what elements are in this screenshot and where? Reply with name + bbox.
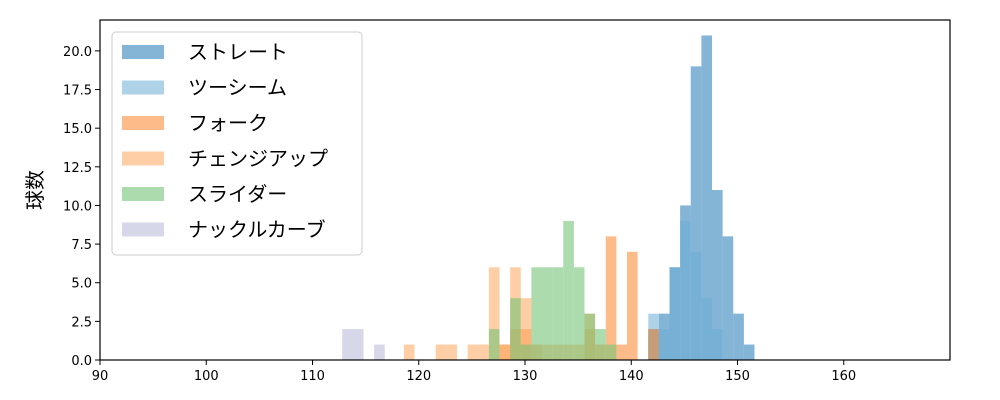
histogram-bar bbox=[488, 329, 500, 360]
histogram-bar bbox=[605, 344, 617, 360]
histogram-bar bbox=[712, 329, 723, 360]
histogram-bar bbox=[690, 66, 702, 360]
histogram-bar bbox=[435, 344, 447, 360]
legend-swatch bbox=[122, 151, 164, 166]
histogram-bar bbox=[520, 298, 532, 360]
histogram-bar bbox=[446, 344, 457, 360]
histogram-bar bbox=[680, 220, 691, 360]
histogram-bar bbox=[701, 35, 712, 361]
legend-label: ストレート bbox=[188, 40, 288, 64]
legend-swatch bbox=[122, 187, 164, 201]
series-5 bbox=[488, 220, 617, 360]
x-tick-label: 130 bbox=[513, 369, 538, 384]
histogram-bar bbox=[552, 267, 564, 360]
x-axis: 90 100 110 120 130 140 150 160 bbox=[92, 360, 856, 384]
y-tick-label: 12.5 bbox=[63, 161, 92, 176]
histogram-bar bbox=[499, 344, 511, 360]
y-tick-label: 7.5 bbox=[71, 238, 92, 253]
legend-label: ツーシーム bbox=[188, 76, 287, 100]
histogram-bar bbox=[605, 236, 617, 360]
histogram-bar bbox=[478, 344, 489, 360]
histogram-bar bbox=[584, 313, 596, 360]
histogram-bar bbox=[374, 344, 385, 360]
histogram-bar bbox=[573, 267, 585, 360]
x-tick-label: 140 bbox=[619, 369, 644, 384]
histogram-bar bbox=[520, 344, 532, 360]
bars-layer bbox=[342, 35, 755, 361]
histogram-bar bbox=[701, 298, 712, 360]
histogram-bar bbox=[531, 267, 542, 360]
y-tick-label: 10.0 bbox=[63, 199, 92, 214]
histogram-bar bbox=[563, 220, 574, 360]
legend-label: チェンジアップ bbox=[188, 147, 328, 171]
histogram-bar bbox=[510, 298, 521, 360]
legend-swatch bbox=[122, 45, 164, 59]
legend-swatch bbox=[122, 222, 164, 237]
legend-swatch bbox=[122, 116, 164, 130]
histogram-bar bbox=[648, 329, 659, 360]
y-tick-label: 20.0 bbox=[63, 45, 92, 60]
y-tick-label: 2.5 bbox=[71, 315, 92, 330]
x-tick-label: 100 bbox=[194, 369, 219, 384]
legend-swatch bbox=[122, 80, 164, 95]
x-tick-label: 150 bbox=[725, 369, 750, 384]
histogram-bar bbox=[595, 329, 606, 360]
histogram-bar bbox=[658, 329, 670, 360]
y-axis: 0.0 2.5 5.0 7.5 10.0 12.5 15.0 17.5 20.0 bbox=[63, 45, 100, 369]
x-tick-label: 120 bbox=[406, 369, 431, 384]
y-tick-label: 15.0 bbox=[63, 122, 92, 137]
histogram-bar bbox=[743, 344, 755, 360]
histogram-bar bbox=[669, 267, 681, 360]
legend-label: フォーク bbox=[188, 111, 268, 135]
legend-box bbox=[111, 31, 363, 256]
legend-label: スライダー bbox=[188, 182, 287, 206]
histogram-bar bbox=[616, 344, 627, 360]
x-tick-label: 160 bbox=[831, 369, 856, 384]
histogram-bar bbox=[342, 329, 364, 360]
histogram-bar bbox=[488, 267, 500, 360]
y-tick-label: 0.0 bbox=[71, 354, 92, 369]
histogram-bar bbox=[542, 267, 553, 360]
x-tick-label: 110 bbox=[300, 369, 325, 384]
histogram-bar bbox=[690, 251, 702, 360]
histogram-bar bbox=[722, 236, 734, 360]
y-tick-label: 17.5 bbox=[63, 84, 92, 99]
histogram-bar bbox=[712, 190, 723, 360]
x-tick-label: 90 bbox=[92, 369, 109, 384]
legend-label: ナックルカーブ bbox=[188, 218, 326, 242]
y-axis-label: 球数 bbox=[23, 170, 47, 210]
histogram-bar bbox=[733, 313, 744, 360]
histogram-bar bbox=[627, 251, 638, 360]
y-tick-label: 5.0 bbox=[71, 277, 92, 292]
histogram-bar bbox=[467, 344, 479, 360]
series-6 bbox=[342, 329, 385, 360]
histogram-bar bbox=[403, 344, 415, 360]
